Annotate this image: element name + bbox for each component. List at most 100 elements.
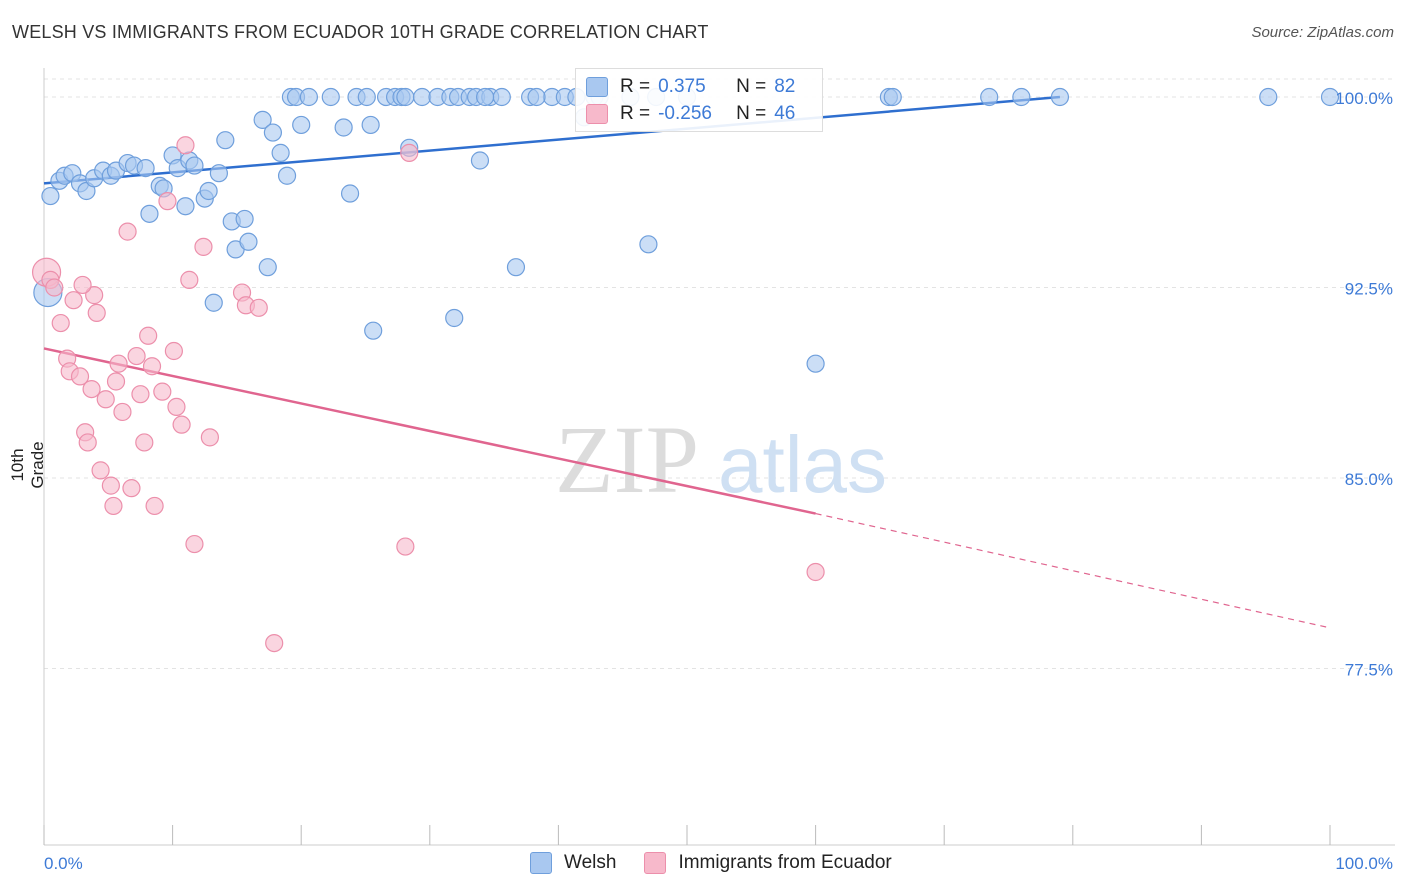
- welsh-point: [271, 143, 290, 162]
- ecuador-point: [82, 380, 101, 399]
- welsh-point: [263, 123, 283, 142]
- ecuador-point: [135, 433, 154, 452]
- ecuador-point: [73, 275, 92, 295]
- y-tick-label: 92.5%: [1345, 280, 1393, 299]
- welsh-point: [199, 181, 218, 201]
- watermark: ZIP atlas: [555, 406, 887, 513]
- ecuador-point: [176, 136, 195, 155]
- welsh-point: [253, 110, 272, 129]
- ecuador-point: [185, 534, 204, 554]
- bottom-legend-ecuador[interactable]: Immigrants from Ecuador: [644, 852, 892, 874]
- legend-n-value: 82: [774, 76, 796, 97]
- y-tick-label: 85.0%: [1345, 470, 1393, 489]
- legend-swatch-ecuador: [586, 104, 608, 124]
- ecuador-point: [172, 415, 191, 434]
- ecuador-point: [70, 367, 90, 386]
- welsh-point: [475, 87, 495, 107]
- welsh-point: [639, 235, 658, 254]
- welsh-point: [506, 258, 526, 277]
- trend-lines: [43, 95, 1331, 629]
- ecuador-point: [396, 537, 415, 556]
- ecuador-point: [51, 313, 70, 333]
- welsh-point: [340, 184, 360, 203]
- welsh-point: [357, 87, 376, 107]
- bottom-legend-welsh[interactable]: Welsh: [530, 852, 616, 874]
- welsh-point: [1012, 87, 1031, 107]
- ecuador-point: [249, 298, 268, 317]
- welsh-point: [216, 131, 235, 150]
- welsh-point: [176, 197, 195, 216]
- welsh-point: [883, 87, 902, 107]
- welsh-point: [136, 159, 155, 178]
- welsh-point: [1050, 87, 1070, 107]
- ecuador-trend-line: [43, 347, 816, 515]
- ecuador-point: [131, 385, 150, 404]
- welsh-point: [492, 87, 511, 107]
- ecuador-point: [142, 357, 162, 376]
- welsh-point: [412, 87, 432, 107]
- ecuador-point: [180, 270, 199, 289]
- ecuador-point: [145, 496, 164, 516]
- welsh-point: [204, 293, 223, 312]
- ecuador-point: [127, 346, 146, 366]
- legend-r-value: -0.256: [658, 103, 712, 124]
- ecuador-point: [158, 192, 177, 211]
- data-points: [31, 87, 1340, 653]
- welsh-point: [806, 354, 825, 373]
- ecuador-point: [118, 222, 137, 241]
- chart-title: WELSH VS IMMIGRANTS FROM ECUADOR 10TH GR…: [12, 22, 709, 42]
- welsh-point: [470, 151, 490, 170]
- watermark-atlas: atlas: [718, 420, 887, 509]
- ecuador-point: [400, 143, 419, 162]
- welsh-point: [41, 186, 60, 206]
- welsh-point: [185, 156, 204, 175]
- bottom-legend: Welsh Immigrants from Ecuador: [530, 852, 920, 874]
- watermark-zip: ZIP: [555, 406, 699, 513]
- bottom-legend-swatch-ecuador: [644, 852, 667, 874]
- ecuador-point: [265, 633, 284, 653]
- welsh-point: [396, 87, 415, 107]
- bottom-legend-label-ecuador: Immigrants from Ecuador: [678, 852, 892, 873]
- legend-n-label: N =: [736, 76, 767, 97]
- welsh-point: [980, 87, 999, 107]
- bottom-legend-label-welsh: Welsh: [564, 852, 617, 873]
- ecuador-point: [96, 390, 115, 409]
- tick-labels: 77.5% 85.0% 92.5% 100.0% 0.0% 100.0%: [44, 89, 1393, 873]
- ecuador-point: [104, 496, 123, 516]
- ecuador-trend-extension: [815, 512, 1331, 629]
- ecuador-point: [45, 278, 64, 297]
- welsh-point: [364, 321, 383, 340]
- ecuador-point: [194, 237, 213, 256]
- legend-row-welsh: R = 0.375 N = 82: [586, 76, 795, 98]
- source-label: Source: ZipAtlas.com: [1251, 24, 1394, 41]
- welsh-point: [321, 87, 340, 107]
- welsh-point: [292, 115, 311, 135]
- ecuador-point: [109, 354, 128, 373]
- ecuador-point: [101, 476, 120, 495]
- welsh-point: [209, 164, 228, 183]
- y-tick-label: 100.0%: [1335, 89, 1393, 108]
- ecuador-point: [64, 291, 83, 310]
- welsh-point: [140, 204, 159, 223]
- x-tick-label-min: 0.0%: [44, 854, 83, 873]
- ecuador-point: [78, 433, 97, 452]
- ecuador-point: [139, 326, 158, 345]
- welsh-point: [445, 308, 464, 328]
- legend-row-ecuador: R = -0.256 N = 46: [586, 103, 795, 125]
- ecuador-point: [87, 303, 106, 322]
- welsh-point: [527, 87, 546, 107]
- legend-n-label: N =: [736, 103, 767, 124]
- ecuador-point: [106, 372, 126, 391]
- welsh-point: [299, 87, 319, 107]
- welsh-point: [361, 115, 380, 135]
- legend-r-value: 0.375: [658, 76, 706, 97]
- grid-lines: [44, 78, 1395, 669]
- legend-n-value: 46: [774, 103, 796, 124]
- bottom-legend-swatch-welsh: [530, 852, 552, 874]
- ecuador-point: [153, 382, 172, 401]
- welsh-point: [1320, 87, 1340, 107]
- ecuador-point: [164, 341, 183, 361]
- ecuador-point: [806, 562, 825, 582]
- x-tick-label-max: 100.0%: [1335, 854, 1393, 873]
